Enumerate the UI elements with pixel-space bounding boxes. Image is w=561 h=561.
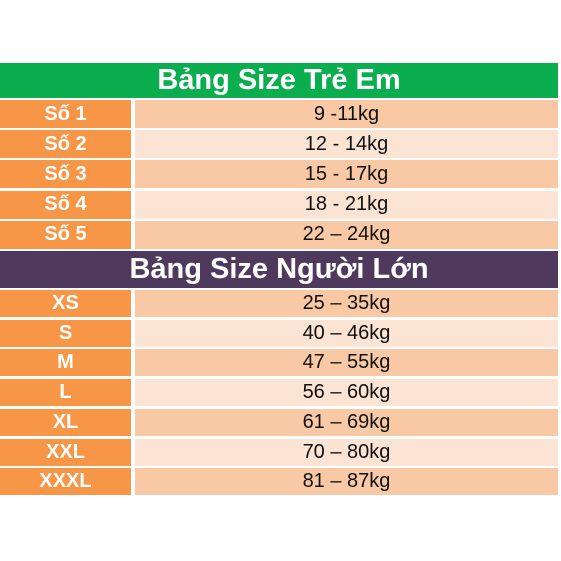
weight-range: 81 – 87kg [135,468,558,496]
weight-range: 56 – 60kg [135,379,558,407]
size-label: Số 5 [0,220,131,249]
size-label: XXXL [0,468,131,496]
weight-range: 25 – 35kg [135,290,558,317]
size-label: L [0,379,131,407]
size-label: XXL [0,438,131,466]
size-label: Số 3 [0,160,131,189]
size-label: Số 1 [0,100,131,128]
section-title: Bảng Size Người Lớn [0,251,558,288]
weight-range: 61 – 69kg [135,408,558,436]
size-label: S [0,319,131,347]
size-label: XL [0,408,131,436]
weight-range: 40 – 46kg [135,319,558,347]
weight-range: 47 – 55kg [135,349,558,377]
weight-range: 12 - 14kg [135,130,558,159]
weight-range: 70 – 80kg [135,438,558,466]
weight-range: 9 -11kg [135,100,558,128]
weight-range: 15 - 17kg [135,160,558,189]
size-label: M [0,349,131,377]
size-label: Số 4 [0,190,131,219]
size-label: Số 2 [0,130,131,159]
weight-range: 18 - 21kg [135,190,558,219]
section-title: Bảng Size Trẻ Em [0,63,558,98]
weight-range: 22 – 24kg [135,220,558,249]
size-label: XS [0,290,131,317]
